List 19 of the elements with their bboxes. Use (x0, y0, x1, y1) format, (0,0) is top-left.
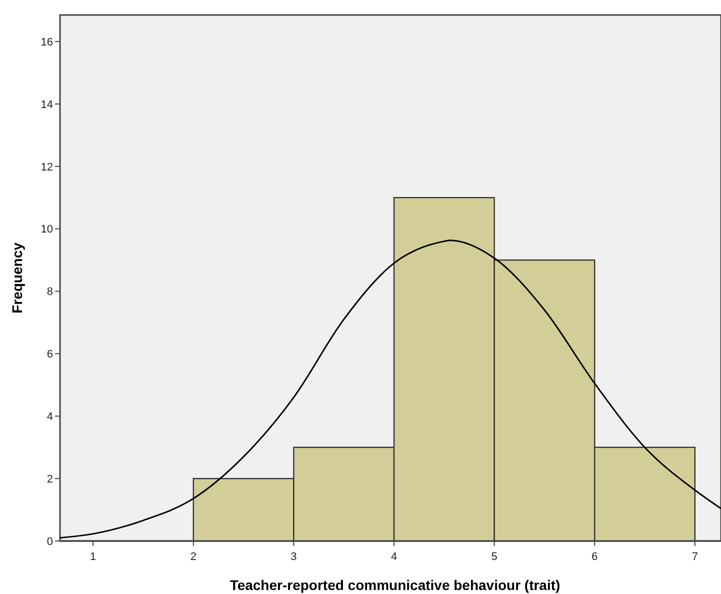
y-tick-label: 6 (46, 348, 53, 361)
x-tick-label: 2 (190, 551, 196, 563)
y-tick-label: 0 (46, 536, 53, 548)
y-tick-label: 4 (46, 410, 53, 423)
x-tick-label: 6 (592, 551, 598, 563)
x-tick-label: 7 (692, 551, 698, 563)
y-tick-label: 16 (40, 36, 53, 48)
y-tick-label: 12 (40, 161, 53, 174)
y-tick-label: 14 (40, 98, 53, 111)
y-tick-label: 10 (40, 224, 53, 236)
x-tick-label: 1 (90, 551, 96, 563)
y-axis-title: Frequency (9, 242, 25, 314)
y-tick-label: 8 (46, 286, 53, 298)
x-tick-label: 3 (290, 551, 297, 563)
x-axis-title: Teacher-reported communicative behaviour (trait) (230, 577, 560, 593)
line-series (60, 240, 721, 539)
y-tick-label: 2 (46, 473, 53, 486)
x-tick-label: 4 (390, 551, 398, 563)
x-tick-label: 5 (491, 551, 498, 563)
